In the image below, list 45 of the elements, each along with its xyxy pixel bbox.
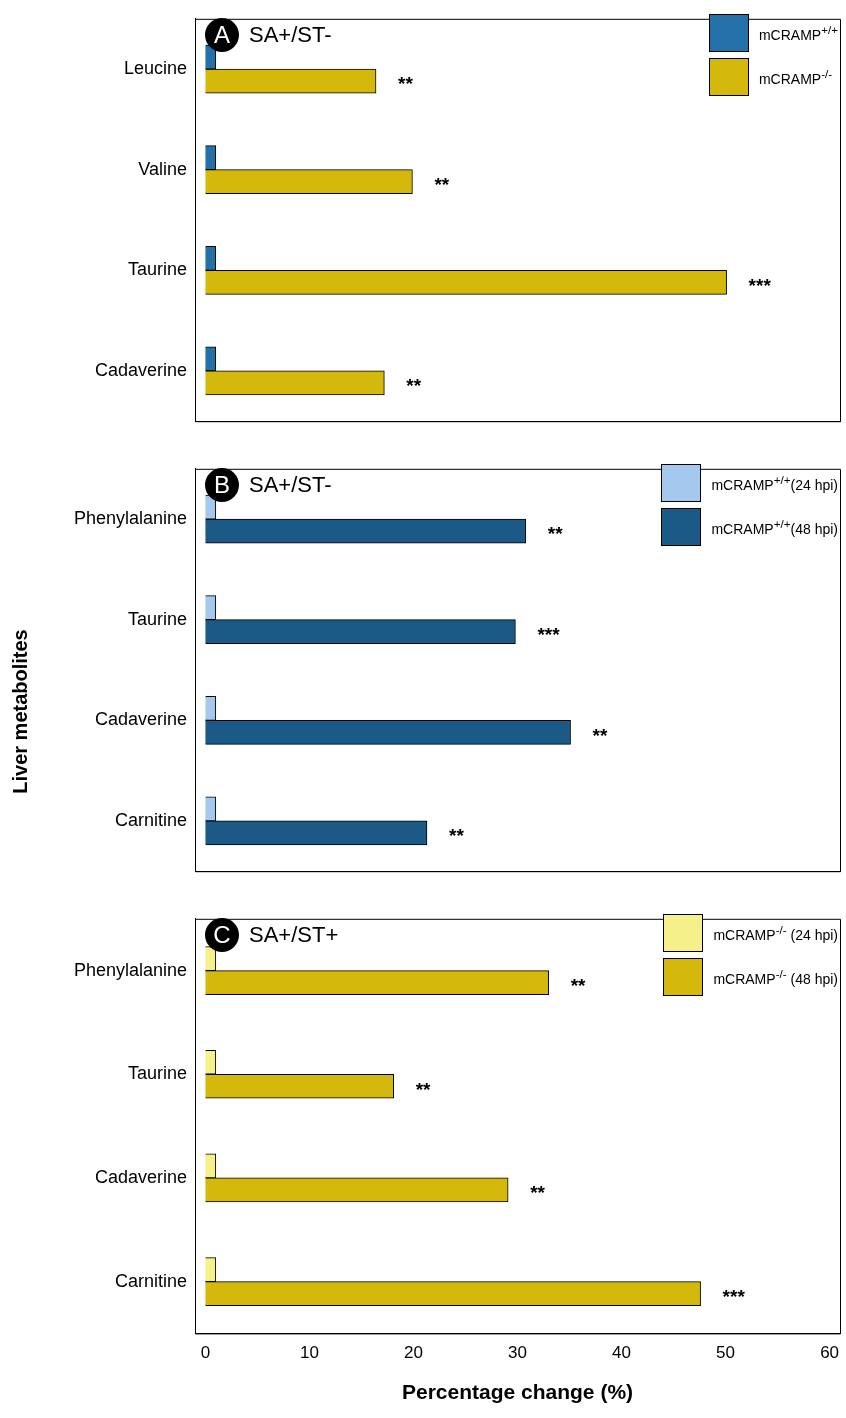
y-tick-label: Cadaverine — [94, 709, 187, 730]
y-tick-label: Taurine — [127, 1063, 187, 1084]
x-tick-label: 0 — [200, 1343, 211, 1363]
annotation: ** — [448, 825, 465, 847]
x-tick-label: 40 — [612, 1343, 631, 1363]
annotation: *** — [722, 1285, 746, 1307]
y-tick-label: Carnitine — [114, 809, 187, 830]
annotation: *** — [748, 274, 772, 296]
annotation: ** — [570, 974, 587, 996]
text: mCRAMP$^{+/+}$ — [758, 23, 838, 43]
annotation: ** — [547, 523, 564, 545]
y-tick-label: Valine — [138, 158, 187, 179]
x-axis-title: Percentage change (%) — [401, 1380, 634, 1404]
chart-subtitle: SA+/ST+ — [249, 922, 339, 948]
y-axis-title: Liver metabolites — [8, 628, 32, 796]
y-tick-label: Cadaverine — [94, 359, 187, 380]
annotation: ** — [406, 375, 422, 397]
x-tick-label: 30 — [508, 1343, 527, 1363]
text: mCRAMP$^{-/-}$ (48 hpi) — [713, 967, 838, 987]
chart-subtitle: SA+/ST- — [249, 22, 332, 48]
annotation: ** — [592, 724, 608, 746]
text: mCRAMP$^{-/-}$ (24 hpi) — [713, 923, 838, 943]
x-tick-label: 20 — [404, 1343, 423, 1363]
x-tick-label: 50 — [716, 1343, 736, 1363]
y-tick-label: Phenylalanine — [73, 508, 187, 529]
x-tick-label: 60 — [820, 1343, 840, 1363]
y-tick-label: Taurine — [127, 259, 187, 280]
y-tick-label: Cadaverine — [94, 1166, 187, 1187]
annotation: ** — [530, 1182, 546, 1204]
y-tick-label: Phenylalanine — [73, 959, 187, 980]
annotation: ** — [434, 173, 450, 195]
text: mCRAMP$^{-/-}$ — [758, 67, 833, 87]
annotation: ** — [398, 73, 414, 95]
text: mCRAMP$^{+/+}$(48 hpi) — [711, 517, 838, 537]
y-tick-label: Leucine — [123, 58, 187, 79]
y-tick-label: Taurine — [127, 608, 187, 629]
annotation: ** — [415, 1078, 432, 1100]
y-tick-label: Carnitine — [114, 1270, 187, 1291]
chart-title: C — [205, 918, 239, 952]
chart-title: B — [205, 468, 239, 502]
text: mCRAMP$^{+/+}$(24 hpi) — [711, 473, 838, 493]
x-tick-label: 10 — [299, 1343, 319, 1363]
chart-subtitle: SA+/ST- — [249, 472, 332, 498]
annotation: *** — [537, 623, 561, 645]
chart-title: A — [205, 18, 239, 52]
